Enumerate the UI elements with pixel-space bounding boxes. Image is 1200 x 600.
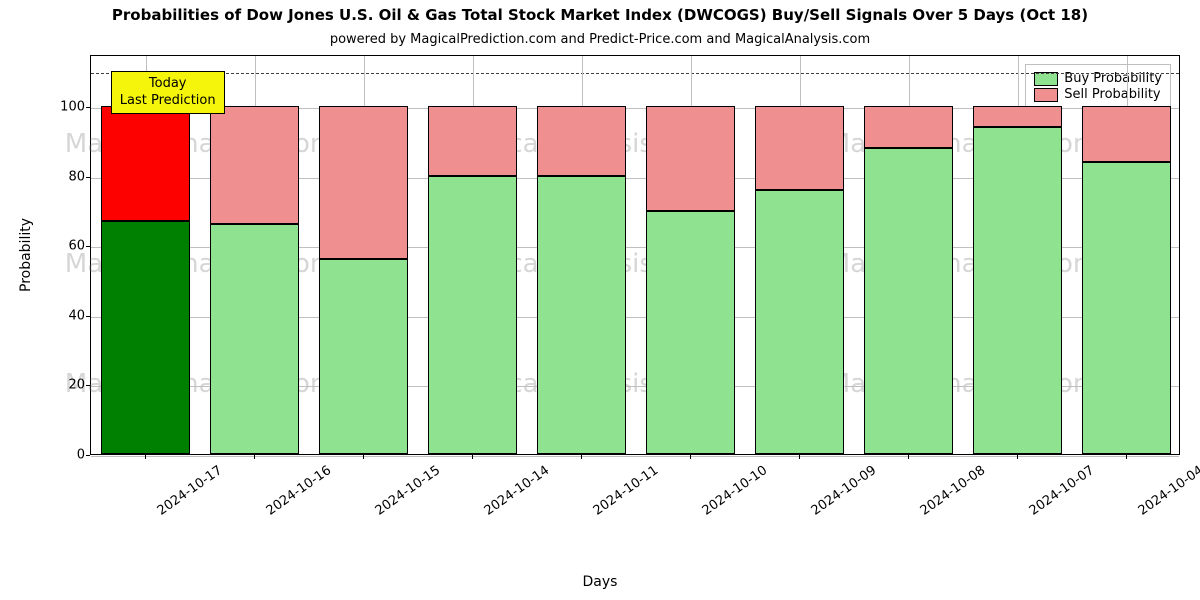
y-tick-mark — [86, 455, 90, 456]
bar-group — [210, 106, 299, 454]
y-tick-label: 100 — [35, 100, 85, 115]
x-tick-mark — [254, 455, 255, 459]
annotation-line: Today — [120, 76, 216, 92]
bar-group — [319, 106, 408, 454]
chart-title: Probabilities of Dow Jones U.S. Oil & Ga… — [0, 6, 1200, 24]
bar-buy — [101, 221, 190, 454]
y-tick-label: 20 — [35, 378, 85, 393]
legend-swatch — [1034, 88, 1058, 102]
bar-sell — [1082, 106, 1171, 162]
y-tick-label: 0 — [35, 448, 85, 463]
x-axis-label: Days — [0, 574, 1200, 590]
x-tick-mark — [799, 455, 800, 459]
bar-group — [646, 106, 735, 454]
bar-sell — [973, 106, 1062, 127]
bar-buy — [319, 259, 408, 454]
bar-group — [755, 106, 844, 454]
legend: Buy ProbabilitySell Probability — [1025, 64, 1171, 109]
legend-item: Sell Probability — [1034, 87, 1162, 102]
bar-group — [101, 106, 190, 454]
x-tick-mark — [472, 455, 473, 459]
annotation-line: Last Prediction — [120, 93, 216, 109]
x-tick-mark — [363, 455, 364, 459]
chart-subtitle: powered by MagicalPrediction.com and Pre… — [0, 32, 1200, 47]
bar-buy — [755, 190, 844, 454]
y-tick-mark — [86, 107, 90, 108]
y-tick-label: 60 — [35, 239, 85, 254]
legend-label: Sell Probability — [1064, 87, 1160, 102]
bar-group — [1082, 106, 1171, 454]
bar-sell — [101, 106, 190, 221]
bar-buy — [646, 211, 735, 454]
x-tick-mark — [1017, 455, 1018, 459]
bar-buy — [1082, 162, 1171, 454]
y-tick-label: 40 — [35, 308, 85, 323]
bar-buy — [210, 224, 299, 454]
y-axis-label: Probability — [18, 218, 34, 292]
bar-sell — [428, 106, 517, 176]
y-tick-mark — [86, 246, 90, 247]
bar-group — [428, 106, 517, 454]
bar-buy — [428, 176, 517, 454]
bar-buy — [973, 127, 1062, 454]
bar-buy — [864, 148, 953, 454]
bar-group — [973, 106, 1062, 454]
bar-sell — [646, 106, 735, 210]
bar-buy — [537, 176, 626, 454]
bar-sell — [210, 106, 299, 224]
x-tick-mark — [581, 455, 582, 459]
y-tick-mark — [86, 316, 90, 317]
y-tick-label: 80 — [35, 169, 85, 184]
bar-sell — [755, 106, 844, 189]
today-annotation: TodayLast Prediction — [111, 71, 225, 114]
x-tick-mark — [690, 455, 691, 459]
bar-group — [864, 106, 953, 454]
x-tick-mark — [145, 455, 146, 459]
y-tick-mark — [86, 385, 90, 386]
x-tick-mark — [1126, 455, 1127, 459]
bar-sell — [864, 106, 953, 148]
x-tick-mark — [908, 455, 909, 459]
bar-sell — [319, 106, 408, 259]
bar-group — [537, 106, 626, 454]
plot-area: MagicalAnalysis.comMagicalAnalysis.comMa… — [90, 55, 1180, 455]
y-tick-mark — [86, 177, 90, 178]
bar-sell — [537, 106, 626, 176]
